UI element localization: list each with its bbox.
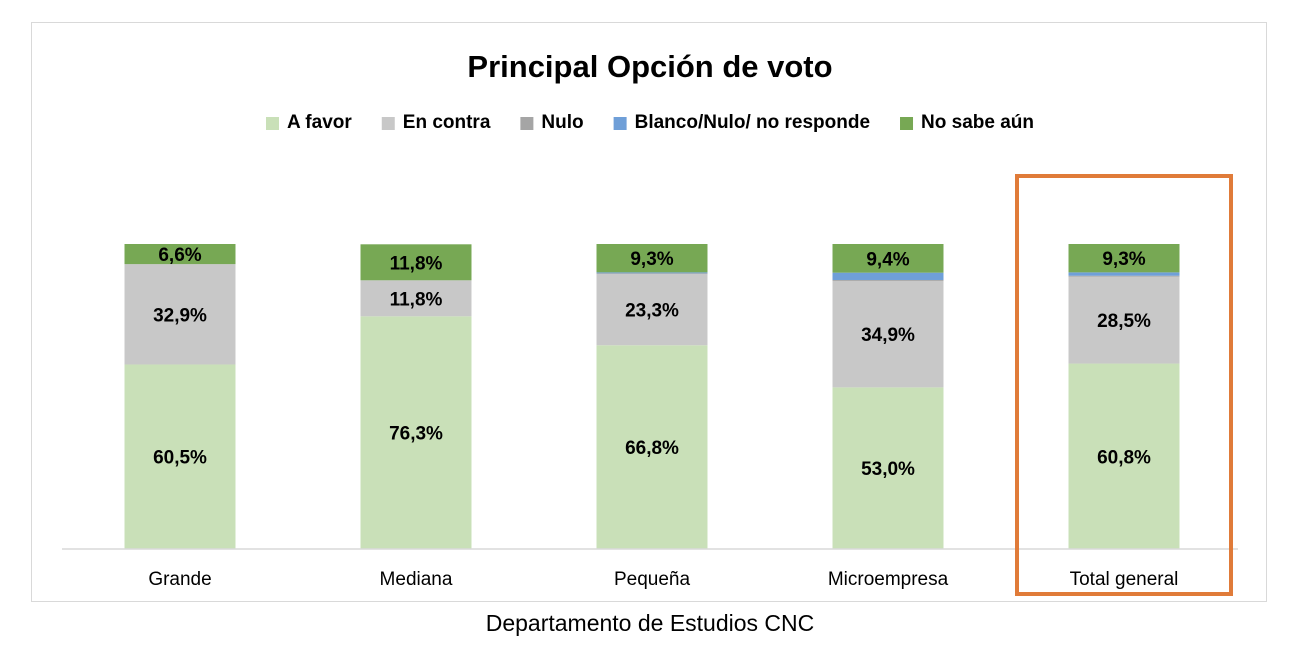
legend-swatch-a-favor bbox=[266, 117, 279, 130]
chart-title: Principal Opción de voto bbox=[467, 49, 832, 84]
bar-en-contra-total-general bbox=[1068, 276, 1180, 364]
data-label-no-sabe-aun-mediana: 11,8% bbox=[390, 253, 443, 274]
data-label-en-contra-grande: 32,9% bbox=[153, 305, 207, 326]
legend: A favor En contra Nulo Blanco/Nulo/ no resp… bbox=[266, 112, 1034, 133]
legend-label-en-contra: En contra bbox=[403, 112, 491, 133]
bar-nulo-pequena bbox=[596, 273, 708, 275]
legend-label-a-favor: A favor bbox=[287, 112, 352, 133]
bar-blanco-nulo-no-responde-microempresa bbox=[832, 272, 944, 280]
bar-stack-microempresa: 53,0% 34,9% 9,4% bbox=[832, 244, 944, 549]
bar-stack-total-general: 60,8% 28,5% 9,3% bbox=[1068, 244, 1180, 549]
data-label-a-favor-microempresa: 53,0% bbox=[861, 459, 915, 480]
bar-stack-mediana: 76,3% 11,8% 11,8% bbox=[360, 244, 472, 549]
bar-a-favor-pequena bbox=[596, 345, 708, 549]
bar-nulo-microempresa bbox=[832, 279, 944, 281]
bar-no-sabe-aun-total-general bbox=[1068, 244, 1180, 273]
data-label-no-sabe-aun-microempresa: 9,4% bbox=[866, 249, 909, 270]
chart-frame: Principal Opción de voto A favor En contr… bbox=[31, 22, 1267, 602]
stacked-bar-chart: Principal Opción de voto A favor En contr… bbox=[62, 49, 1238, 596]
category-label-mediana: Mediana bbox=[380, 569, 453, 590]
bar-a-favor-microempresa bbox=[832, 387, 944, 549]
legend-item-en-contra: En contra bbox=[381, 112, 491, 133]
bar-en-contra-mediana bbox=[360, 280, 472, 317]
category-label-pequena: Pequeña bbox=[614, 569, 691, 590]
legend-label-nulo: Nulo bbox=[541, 112, 583, 133]
data-label-no-sabe-aun-grande: 6,6% bbox=[158, 245, 201, 266]
legend-label-blanco-nulo-no-responde: Blanco/Nulo/ no responde bbox=[635, 112, 870, 133]
legend-swatch-nulo bbox=[520, 117, 534, 130]
legend-swatch-blanco-nulo-no-responde bbox=[613, 117, 627, 130]
bar-no-sabe-aun-pequena bbox=[596, 244, 708, 273]
source-caption: Departamento de Estudios CNC bbox=[485, 610, 815, 636]
bar-en-contra-grande bbox=[124, 264, 236, 365]
data-label-a-favor-mediana: 76,3% bbox=[389, 424, 443, 445]
data-label-en-contra-pequena: 23,3% bbox=[625, 301, 679, 322]
bar-a-favor-mediana bbox=[360, 316, 472, 549]
bar-a-favor-total-general bbox=[1068, 363, 1180, 549]
legend-item-blanco-nulo-no-responde: Blanco/Nulo/ no responde bbox=[613, 112, 870, 133]
legend-item-nulo: Nulo bbox=[520, 112, 584, 133]
data-label-no-sabe-aun-pequena: 9,3% bbox=[630, 249, 673, 270]
bar-stack-pequena: 66,8% 23,3% 9,3% bbox=[596, 244, 708, 549]
highlight-box bbox=[1015, 174, 1233, 596]
data-label-no-sabe-aun-total-general: 9,3% bbox=[1102, 249, 1145, 270]
bar-blanco-nulo-no-responde-total-general bbox=[1068, 272, 1180, 276]
data-label-en-contra-microempresa: 34,9% bbox=[861, 325, 915, 346]
category-labels: Grande Mediana Pequeña Microempresa Total ge… bbox=[148, 569, 1178, 590]
category-label-total-general: Total general bbox=[1070, 569, 1179, 590]
data-label-a-favor-grande: 60,5% bbox=[153, 448, 207, 469]
bar-stack-grande: 60,5% 32,9% 6,6% bbox=[124, 244, 236, 549]
bar-no-sabe-aun-microempresa bbox=[832, 244, 944, 273]
legend-swatch-en-contra bbox=[381, 117, 395, 130]
data-label-en-contra-total-general: 28,5% bbox=[1097, 311, 1151, 332]
legend-label-no-sabe-aun: No sabe aún bbox=[921, 112, 1034, 133]
bar-blanco-nulo-no-responde-pequena bbox=[596, 272, 708, 274]
data-label-a-favor-pequena: 66,8% bbox=[625, 438, 679, 459]
category-label-grande: Grande bbox=[148, 569, 211, 590]
legend-item-no-sabe-aun: No sabe aún bbox=[900, 112, 1034, 133]
bar-en-contra-microempresa bbox=[832, 280, 944, 388]
bar-no-sabe-aun-mediana bbox=[360, 244, 472, 281]
category-label-microempresa: Microempresa bbox=[828, 569, 949, 590]
bar-a-favor-grande bbox=[124, 364, 236, 549]
bars: 60,5% 32,9% 6,6% 76,3% 11,8% 11,8% 66,8% 23,3% 9… bbox=[124, 244, 1180, 549]
bar-en-contra-pequena bbox=[596, 274, 708, 346]
data-label-en-contra-mediana: 11,8% bbox=[390, 289, 443, 310]
bar-no-sabe-aun-grande bbox=[124, 244, 236, 265]
bar-nulo-total-general bbox=[1068, 275, 1180, 277]
data-label-a-favor-total-general: 60,8% bbox=[1097, 447, 1151, 468]
legend-item-a-favor: A favor bbox=[266, 112, 352, 133]
legend-swatch-no-sabe-aun bbox=[900, 117, 914, 130]
